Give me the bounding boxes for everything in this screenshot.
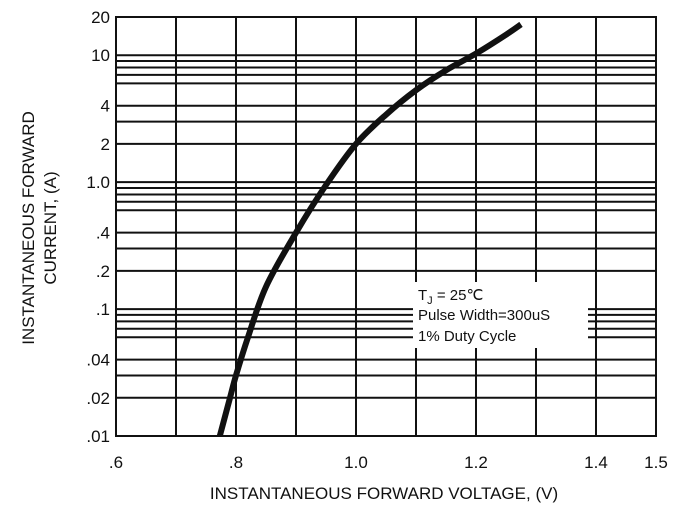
x-tick-label: 1.5 <box>644 453 668 472</box>
x-tick-label: 1.4 <box>584 453 608 472</box>
annotation-tj-symbol: T <box>418 287 427 304</box>
x-axis-title: INSTANTANEOUS FORWARD VOLTAGE, (V) <box>210 484 558 503</box>
x-tick-label: 1.0 <box>344 453 368 472</box>
curve-layer <box>216 21 523 437</box>
forward-current-curve <box>216 21 523 437</box>
y-tick-label: .2 <box>96 262 110 281</box>
y-tick-label: 4 <box>101 97 110 116</box>
y-tick-label: .02 <box>86 389 110 408</box>
y-tick-label: 10 <box>91 46 110 65</box>
annotation-background <box>413 282 588 348</box>
annotation-duty-cycle: 1% Duty Cycle <box>418 328 516 345</box>
annotation-pulse-width: Pulse Width=300uS <box>418 307 550 324</box>
x-axis-ticks: .6 .8 1.0 1.2 1.4 1.5 <box>109 453 668 472</box>
y-tick-label: .01 <box>86 427 110 446</box>
annotation-tj: TJ = 25℃ <box>418 287 483 307</box>
y-axis-ticks: .01 .02 .04 .1 .2 .4 1.0 2 4 10 20 <box>86 8 110 446</box>
y-axis-title: INSTANTANEOUS FORWARD CURRENT, (A) <box>19 111 60 345</box>
y-tick-label: .04 <box>86 351 110 370</box>
annotation-tj-value: = 25℃ <box>433 287 484 304</box>
y-axis-title-line-2: CURRENT, (A) <box>41 171 60 284</box>
x-tick-label: .8 <box>229 453 243 472</box>
y-tick-label: .4 <box>96 224 110 243</box>
x-tick-label: .6 <box>109 453 123 472</box>
x-tick-label: 1.2 <box>464 453 488 472</box>
annotation-tj-subscript: J <box>427 295 433 307</box>
y-tick-label: .1 <box>96 300 110 319</box>
plot-frame <box>115 16 657 437</box>
y-tick-label: 1.0 <box>86 173 110 192</box>
y-tick-label: 20 <box>91 8 110 27</box>
y-tick-label: 2 <box>101 135 110 154</box>
y-axis-title-line-1: INSTANTANEOUS FORWARD <box>19 111 38 345</box>
conditions-annotation: TJ = 25℃ Pulse Width=300uS 1% Duty Cycle <box>413 282 588 348</box>
grid <box>116 17 656 436</box>
